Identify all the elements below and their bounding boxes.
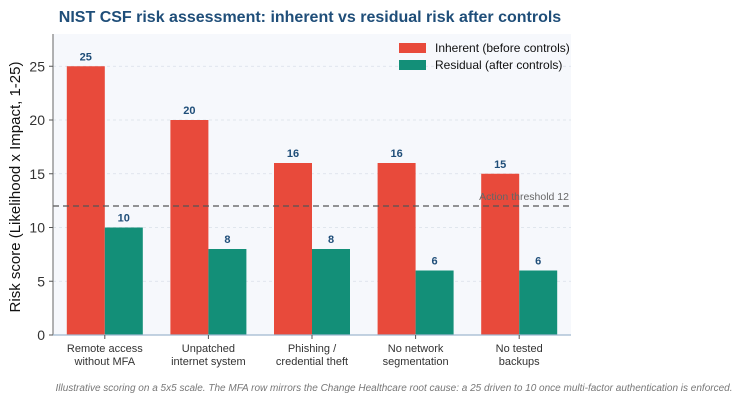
legend-swatch-residual [399, 60, 426, 70]
bar-inherent [377, 163, 416, 335]
bar-residual [415, 270, 454, 335]
bar-residual [519, 270, 558, 335]
legend-swatch-inherent [399, 43, 426, 53]
data-label: 8 [328, 234, 334, 246]
bar-inherent [274, 163, 312, 335]
data-label: 20 [183, 105, 195, 117]
data-label: 10 [118, 213, 130, 225]
data-label: 15 [494, 159, 506, 171]
x-tick-label: Remote access without MFA [67, 343, 143, 368]
y-tick-label: 0 [37, 327, 45, 343]
bar-residual [208, 249, 247, 335]
chart-title: NIST CSF risk assessment: inherent vs re… [59, 9, 562, 26]
data-label: 6 [432, 256, 438, 268]
data-label: 25 [80, 51, 92, 63]
y-tick-label: 15 [29, 166, 45, 182]
chart-caption: Illustrative scoring on a 5x5 scale. The… [56, 383, 733, 394]
x-tick-label: Phishing / credential theft [276, 343, 348, 368]
x-tick-label: Unpatched internet system [171, 343, 246, 368]
legend: Inherent (before controls) Residual (afte… [399, 41, 570, 72]
y-axis-ticks: 0 5 10 15 20 25 [29, 58, 53, 343]
legend-label-inherent: Inherent (before controls) [435, 41, 570, 55]
data-labels: 25 10 20 8 16 8 16 6 15 6 [80, 51, 542, 267]
x-axis-ticks: Remote access without MFA Unpatched interne… [67, 335, 543, 368]
y-tick-label: 20 [29, 112, 45, 128]
threshold-line: Action threshold 12 [53, 191, 571, 207]
y-axis-label: Risk score (Likelihood x Impact, 1-25) [7, 62, 24, 313]
bar-inherent [170, 120, 209, 335]
legend-label-residual: Residual (after controls) [435, 58, 562, 72]
data-label: 8 [224, 234, 230, 246]
data-label: 16 [287, 148, 299, 160]
bars [66, 66, 558, 335]
data-label: 6 [535, 256, 541, 268]
threshold-label: Action threshold 12 [479, 191, 569, 203]
bar-residual [312, 249, 350, 335]
y-tick-label: 5 [37, 273, 45, 289]
bar-inherent [481, 173, 520, 335]
bar-residual [104, 227, 143, 335]
x-tick-label: No tested backups [496, 343, 543, 368]
data-label: 16 [390, 148, 402, 160]
x-tick-label: No network segmentation [383, 343, 449, 368]
y-tick-label: 25 [29, 58, 45, 74]
y-tick-label: 10 [29, 220, 45, 236]
bar-inherent [66, 66, 105, 335]
